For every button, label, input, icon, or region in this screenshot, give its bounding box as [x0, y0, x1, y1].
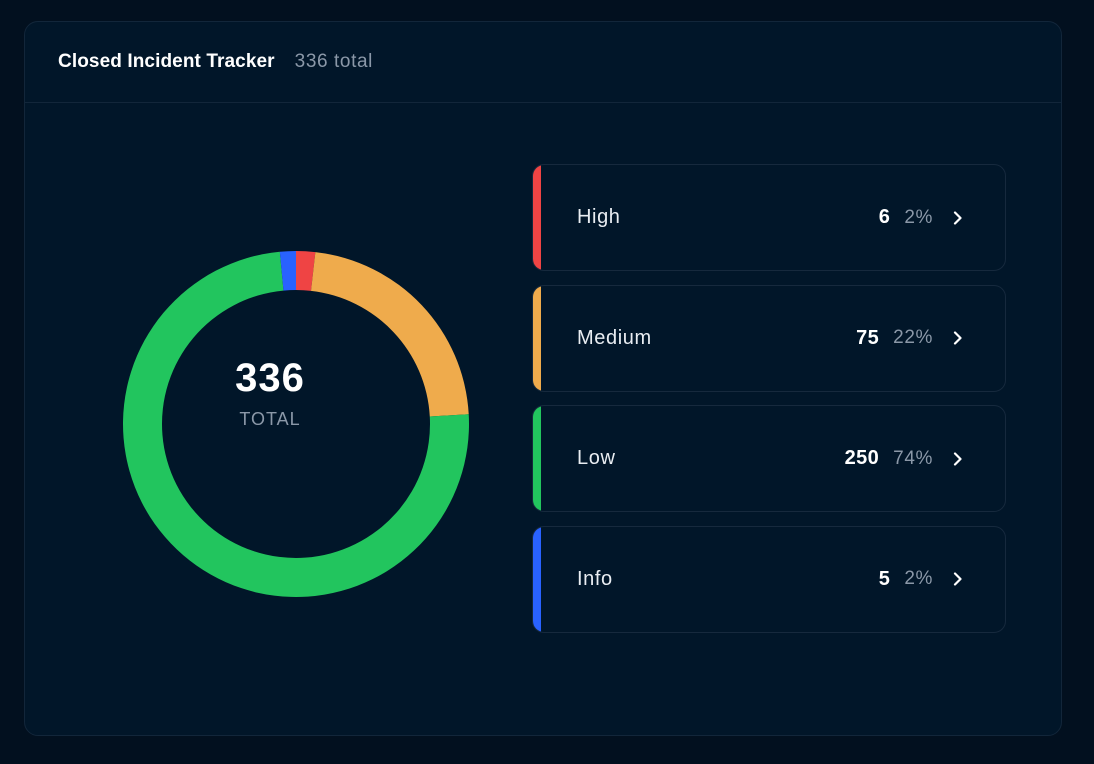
chevron-right-icon: [951, 210, 965, 225]
legend-label: Info: [577, 567, 613, 590]
legend-percent: 22%: [893, 327, 933, 348]
donut-center-total: 336: [235, 356, 305, 400]
chevron-right-icon: [951, 451, 965, 466]
legend-label: High: [577, 206, 621, 228]
legend-percent: 2%: [904, 568, 933, 589]
legend-percent: 74%: [893, 447, 933, 469]
donut-chart: [122, 251, 469, 597]
chevron-right-icon: [951, 572, 965, 586]
legend-label: Low: [577, 447, 616, 469]
legend-count: 5: [878, 567, 891, 590]
severity-color-bar: [533, 165, 541, 270]
severity-color-bar: [533, 285, 541, 391]
legend-label: Medium: [577, 326, 652, 349]
card-header: Closed Incident Tracker 336 total: [25, 22, 1061, 103]
legend-item-low[interactable]: Low 250 74%: [532, 405, 1006, 512]
chevron-right-icon: [951, 331, 965, 345]
slice-info: [279, 251, 296, 291]
severity-legend: High 6 2% Medium 75 22% Low 250 74%: [532, 164, 1006, 646]
card-subtitle: 336 total: [294, 51, 373, 72]
legend-item-medium[interactable]: Medium 75 22%: [532, 284, 1006, 392]
legend-count: 250: [844, 447, 880, 469]
slice-high: [296, 251, 316, 291]
legend-item-high[interactable]: High 6 2%: [532, 164, 1006, 271]
legend-count: 6: [878, 206, 891, 228]
donut-center-label: TOTAL: [239, 409, 301, 429]
card-title: Closed Incident Tracker: [58, 51, 275, 72]
legend-item-info[interactable]: Info 5 2%: [532, 525, 1006, 633]
legend-percent: 2%: [904, 206, 933, 228]
severity-color-bar: [533, 526, 541, 632]
slice-medium: [311, 252, 469, 417]
severity-color-bar: [533, 406, 541, 511]
legend-count: 75: [856, 326, 880, 349]
